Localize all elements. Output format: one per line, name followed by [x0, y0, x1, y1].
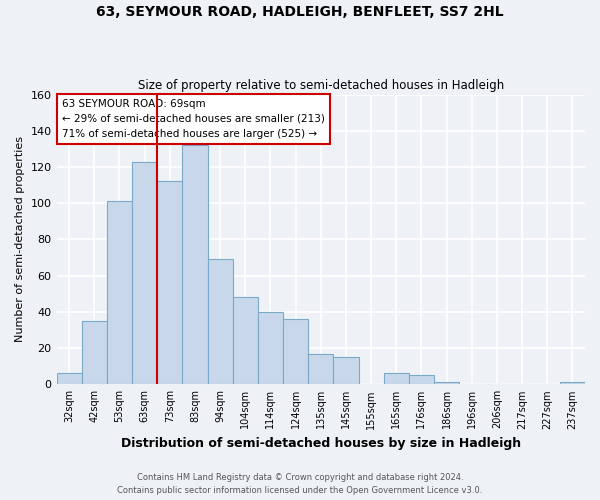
Bar [182, 146, 208, 384]
Text: 63 SEYMOUR ROAD: 69sqm
← 29% of semi-detached houses are smaller (213)
71% of se: 63 SEYMOUR ROAD: 69sqm ← 29% of semi-det… [62, 99, 325, 138]
Bar [82, 321, 107, 384]
Bar [308, 354, 334, 384]
Bar [56, 374, 82, 384]
Bar [334, 357, 359, 384]
X-axis label: Distribution of semi-detached houses by size in Hadleigh: Distribution of semi-detached houses by … [121, 437, 521, 450]
Bar [560, 382, 585, 384]
Y-axis label: Number of semi-detached properties: Number of semi-detached properties [15, 136, 25, 342]
Bar [258, 312, 283, 384]
Bar [283, 319, 308, 384]
Bar [233, 298, 258, 384]
Bar [157, 182, 182, 384]
Bar [409, 376, 434, 384]
Text: 63, SEYMOUR ROAD, HADLEIGH, BENFLEET, SS7 2HL: 63, SEYMOUR ROAD, HADLEIGH, BENFLEET, SS… [96, 5, 504, 19]
Bar [132, 162, 157, 384]
Text: Contains HM Land Registry data © Crown copyright and database right 2024.
Contai: Contains HM Land Registry data © Crown c… [118, 474, 482, 495]
Bar [208, 260, 233, 384]
Bar [434, 382, 459, 384]
Bar [383, 374, 409, 384]
Bar [107, 202, 132, 384]
Title: Size of property relative to semi-detached houses in Hadleigh: Size of property relative to semi-detach… [137, 79, 504, 92]
